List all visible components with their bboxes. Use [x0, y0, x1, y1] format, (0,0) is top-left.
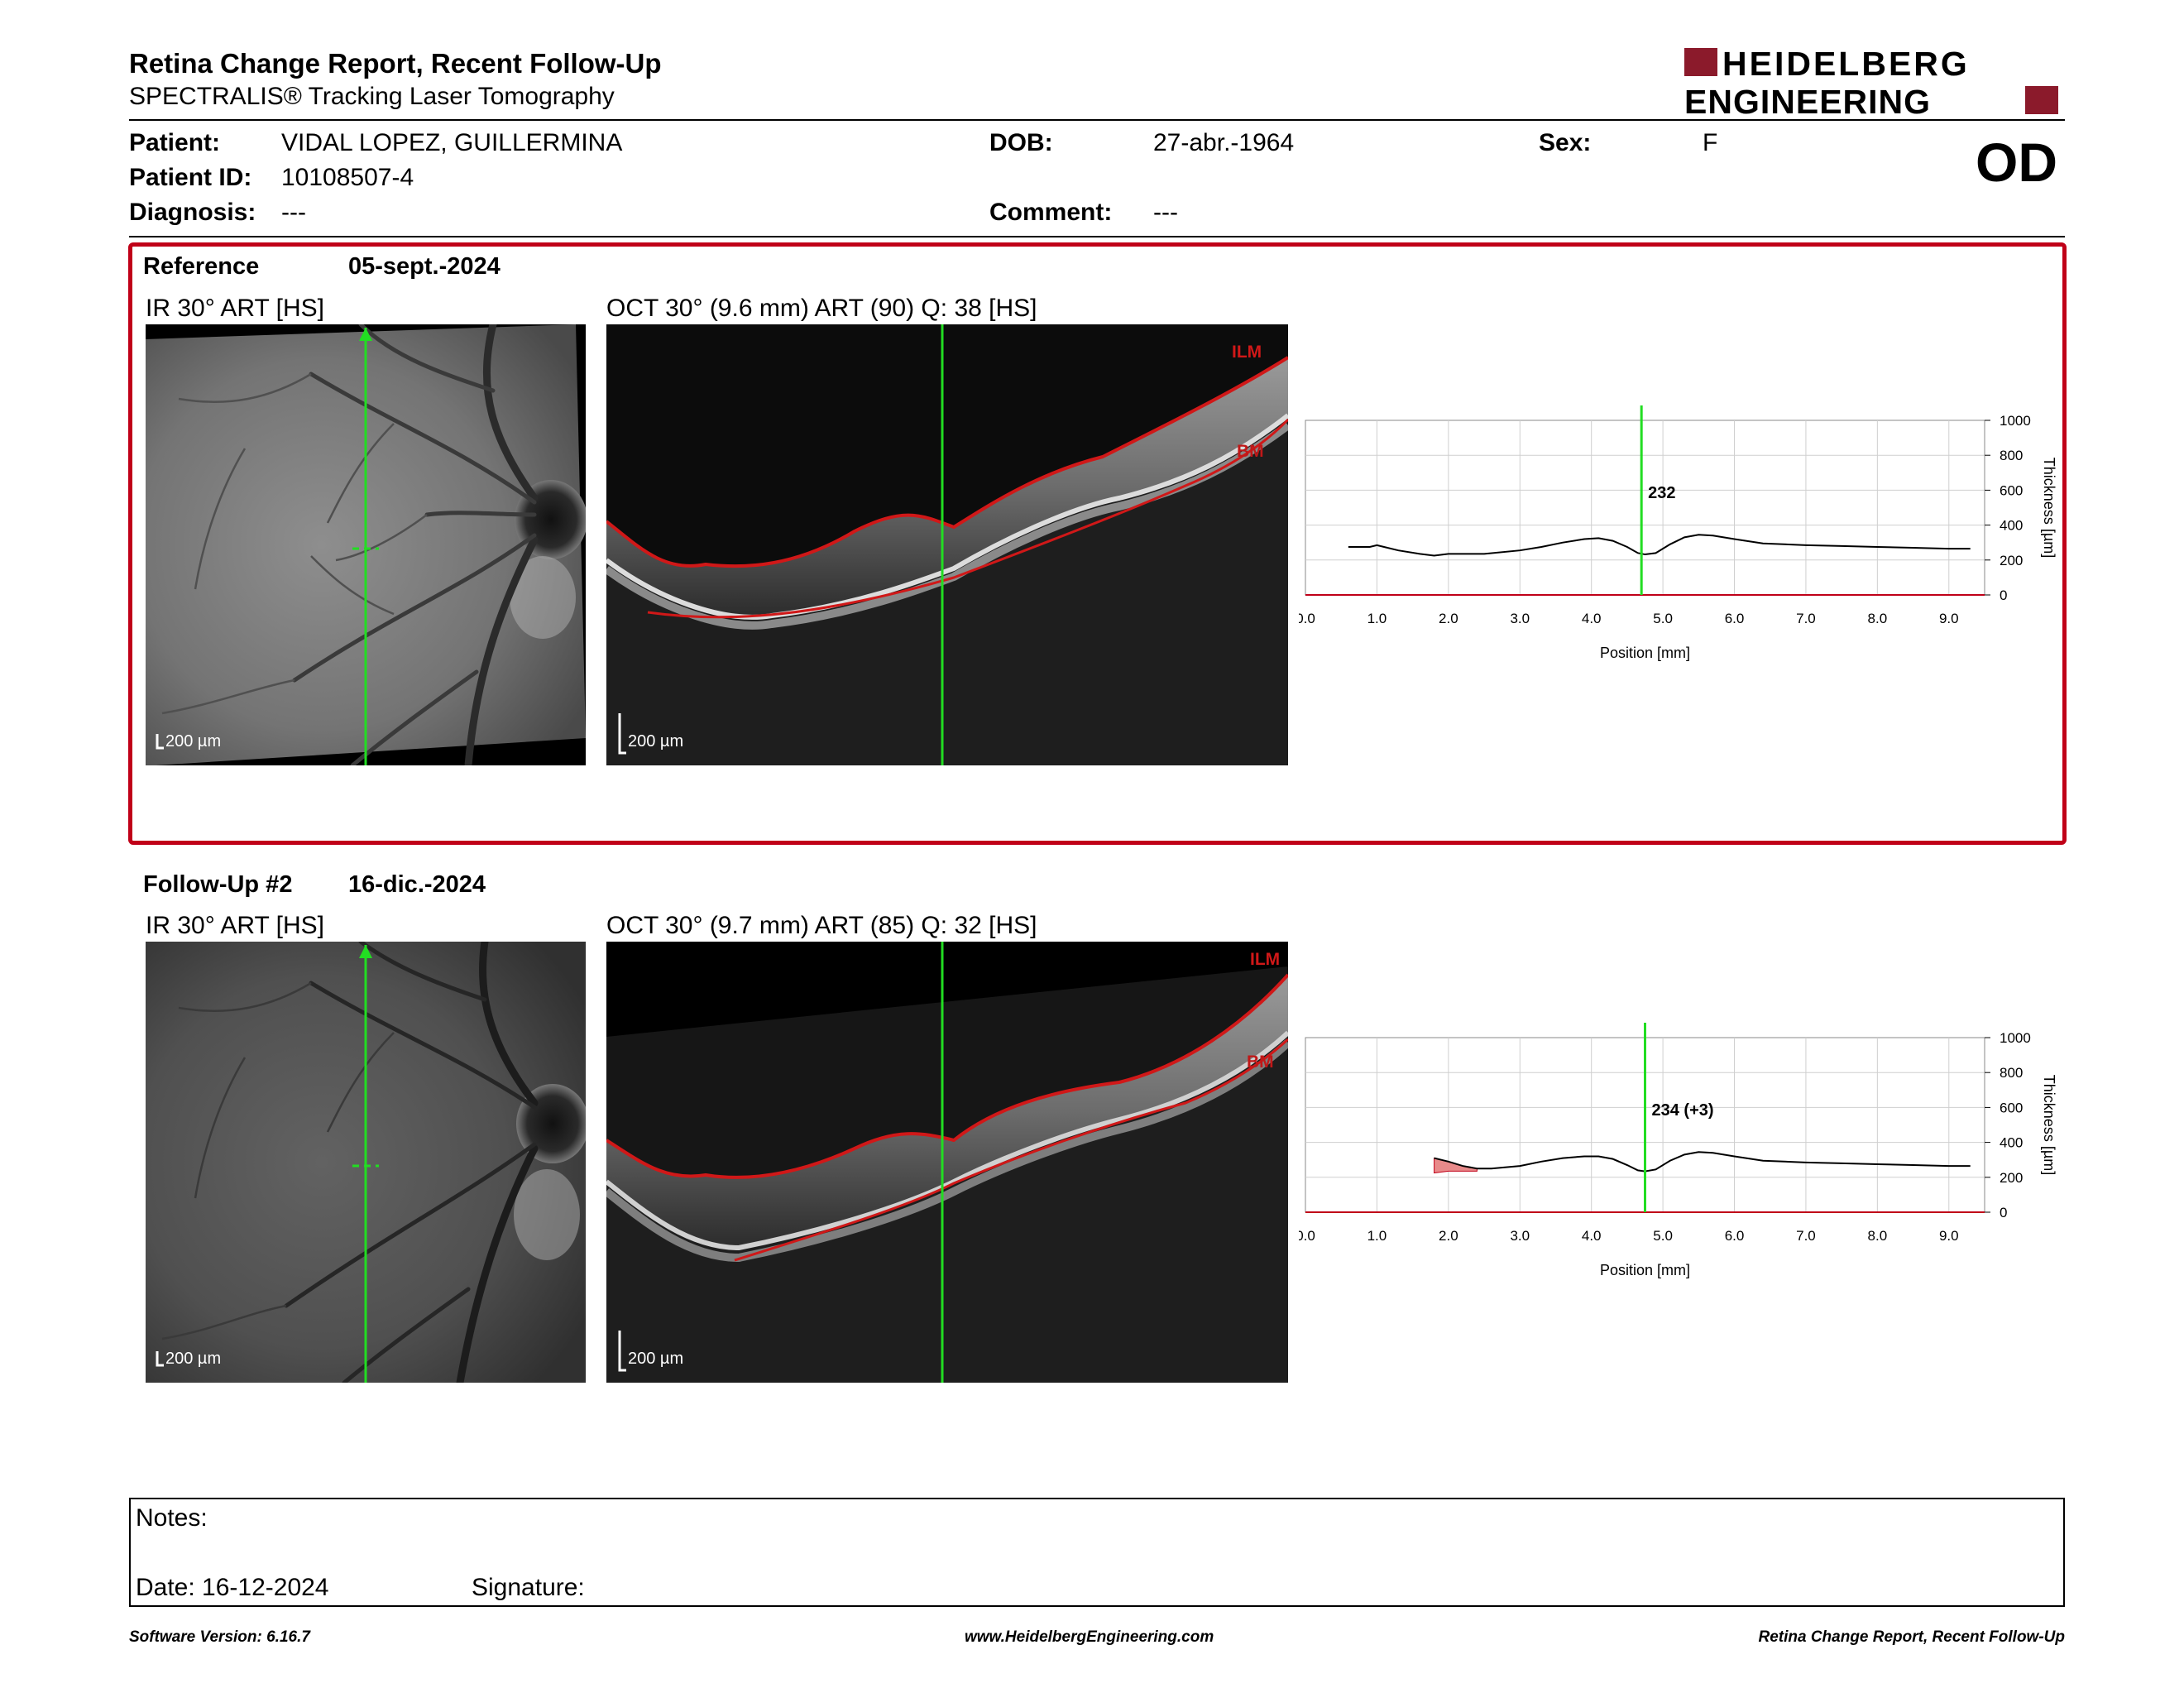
- followup-ir-image[interactable]: 200 µm: [146, 942, 586, 1383]
- footer-software-version: Software Version: 6.16.7: [129, 1628, 310, 1646]
- chart-x-tick-label: 1.0: [1367, 1228, 1387, 1244]
- heidelberg-logo: HEIDELBERG ENGINEERING: [1684, 45, 2065, 121]
- diagnosis-value: ---: [281, 199, 306, 226]
- chart-thickness-line: [1348, 534, 1971, 557]
- chart-x-tick-label: 0.0: [1299, 1228, 1315, 1244]
- followup-ir-label: IR 30° ART [HS]: [146, 912, 324, 939]
- notes-label: Notes:: [136, 1504, 208, 1532]
- reference-thickness-chart-svg: 1000 800 600 400 200 0 0.0 1.0 2.0 3.0 4.0 5.0 6.0 7.…: [1296, 405, 2057, 661]
- eye-indicator: OD: [1976, 132, 2057, 193]
- chart-y-axis-label: Thickness [µm]: [2041, 458, 2057, 558]
- followup-date: 16-dic.-2024: [348, 871, 486, 898]
- chart-y-tick-label: 800: [2000, 448, 2023, 463]
- dob-value: 27-abr.-1964: [1153, 129, 1295, 156]
- reference-label: Reference: [143, 253, 260, 280]
- reference-ir-scalebar-text: 200 µm: [165, 732, 221, 750]
- chart-x-axis-label: Position [mm]: [1600, 1262, 1690, 1278]
- reference-bm-label: BM: [1237, 442, 1264, 461]
- chart-x-tick-label: 7.0: [1796, 1228, 1816, 1244]
- followup-label: Follow-Up #2: [143, 871, 293, 898]
- reference-oct-image[interactable]: ILM BM 200 µm: [606, 324, 1288, 765]
- chart-x-tick-label: 0.0: [1299, 611, 1315, 626]
- chart-x-tick-label: 2.0: [1439, 611, 1458, 626]
- logo-graphic: HEIDELBERG ENGINEERING: [1684, 45, 2058, 121]
- chart-x-tick-label: 9.0: [1939, 611, 1959, 626]
- chart-y-tick-label: 600: [2000, 1100, 2023, 1115]
- sex-value: F: [1703, 129, 1718, 156]
- reference-fundus-graphic: 200 µm: [146, 324, 586, 765]
- reference-ilm-label: ILM: [1232, 343, 1262, 362]
- reference-oct-label: OCT 30° (9.6 mm) ART (90) Q: 38 [HS]: [606, 295, 1037, 322]
- chart-x-tick-label: 3.0: [1510, 611, 1530, 626]
- followup-thickness-chart: 1000 800 600 400 200 0 0.0 1.0 2.0 3.0 4.0 5.0 6.0 7.…: [1296, 1023, 2076, 1296]
- reference-oct-graphic: ILM BM 200 µm: [606, 324, 1288, 765]
- notes-box[interactable]: Notes: Date: 16-12-2024 Signature:: [129, 1498, 2065, 1607]
- chart-x-tick-label: 8.0: [1868, 1228, 1888, 1244]
- chart-y-tick-label: 600: [2000, 482, 2023, 498]
- comment-value: ---: [1153, 199, 1178, 226]
- followup-oct-graphic: ILM BM 200 µm: [606, 942, 1288, 1383]
- chart-x-tick-label: 7.0: [1796, 611, 1816, 626]
- reference-date: 05-sept.-2024: [348, 253, 500, 280]
- chart-x-tick-label: 4.0: [1582, 611, 1602, 626]
- chart-x-tick-label: 1.0: [1367, 611, 1387, 626]
- reference-oct-scalebar-text: 200 µm: [628, 732, 683, 750]
- chart-y-tick-label: 1000: [2000, 1030, 2031, 1046]
- report-subtitle: SPECTRALIS® Tracking Laser Tomography: [129, 83, 615, 110]
- reference-thickness-chart: 1000 800 600 400 200 0 0.0 1.0 2.0 3.0 4.0 5.0 6.0 7.…: [1296, 405, 2076, 679]
- followup-oct-image[interactable]: ILM BM 200 µm: [606, 942, 1288, 1383]
- reference-ir-image[interactable]: 200 µm: [146, 324, 586, 765]
- diagnosis-label: Diagnosis:: [129, 199, 256, 226]
- chart-cursor-value: 234 (+3): [1652, 1101, 1714, 1120]
- footer-website[interactable]: www.HeidelbergEngineering.com: [965, 1628, 1214, 1646]
- followup-fundus-graphic: 200 µm: [146, 942, 586, 1383]
- chart-x-tick-label: 6.0: [1725, 611, 1745, 626]
- notes-date: Date: 16-12-2024: [136, 1574, 329, 1601]
- chart-y-tick-label: 200: [2000, 553, 2023, 568]
- sex-label: Sex:: [1539, 129, 1592, 156]
- chart-x-tick-label: 2.0: [1439, 1228, 1458, 1244]
- reference-section-frame: [128, 242, 2067, 845]
- chart-y-tick-label: 0: [2000, 1205, 2007, 1220]
- reference-ir-label: IR 30° ART [HS]: [146, 295, 324, 322]
- footer-report-name: Retina Change Report, Recent Follow-Up: [1758, 1628, 2065, 1646]
- chart-y-tick-label: 1000: [2000, 413, 2031, 429]
- patient-divider: [129, 236, 2065, 237]
- chart-y-tick-label: 0: [2000, 587, 2007, 603]
- chart-x-tick-label: 8.0: [1868, 611, 1888, 626]
- followup-bm-label: BM: [1247, 1053, 1274, 1072]
- logo-text-line1: HEIDELBERG: [1722, 46, 1970, 83]
- chart-x-tick-label: 5.0: [1653, 1228, 1673, 1244]
- report-title: Retina Change Report, Recent Follow-Up: [129, 48, 662, 79]
- chart-y-tick-label: 400: [2000, 1135, 2023, 1151]
- header-divider: [129, 119, 2065, 121]
- chart-y-axis-label: Thickness [µm]: [2041, 1075, 2057, 1175]
- chart-y-tick-label: 200: [2000, 1170, 2023, 1186]
- dob-label: DOB:: [989, 129, 1053, 156]
- followup-ilm-label: ILM: [1250, 950, 1280, 969]
- chart-cursor-value: 232: [1648, 484, 1675, 502]
- chart-y-tick-label: 800: [2000, 1065, 2023, 1081]
- comment-label: Comment:: [989, 199, 1113, 226]
- chart-x-tick-label: 9.0: [1939, 1228, 1959, 1244]
- followup-thickness-chart-svg: 1000 800 600 400 200 0 0.0 1.0 2.0 3.0 4.0 5.0 6.0 7.…: [1296, 1023, 2057, 1278]
- chart-x-tick-label: 6.0: [1725, 1228, 1745, 1244]
- followup-ir-scalebar-text: 200 µm: [165, 1350, 221, 1368]
- followup-oct-label: OCT 30° (9.7 mm) ART (85) Q: 32 [HS]: [606, 912, 1037, 939]
- patient-id-label: Patient ID:: [129, 164, 252, 191]
- patient-name-label: Patient:: [129, 129, 221, 156]
- chart-x-tick-label: 5.0: [1653, 611, 1673, 626]
- chart-x-tick-label: 4.0: [1582, 1228, 1602, 1244]
- signature-label: Signature:: [472, 1574, 585, 1601]
- patient-name: VIDAL LOPEZ, GUILLERMINA: [281, 129, 623, 156]
- patient-id: 10108507-4: [281, 164, 414, 191]
- chart-x-axis-label: Position [mm]: [1600, 645, 1690, 661]
- logo-text-line2: ENGINEERING: [1684, 83, 1931, 116]
- chart-plot-area: [1305, 420, 1985, 596]
- chart-x-tick-label: 3.0: [1510, 1228, 1530, 1244]
- followup-oct-scalebar-text: 200 µm: [628, 1350, 683, 1368]
- chart-y-tick-label: 400: [2000, 518, 2023, 534]
